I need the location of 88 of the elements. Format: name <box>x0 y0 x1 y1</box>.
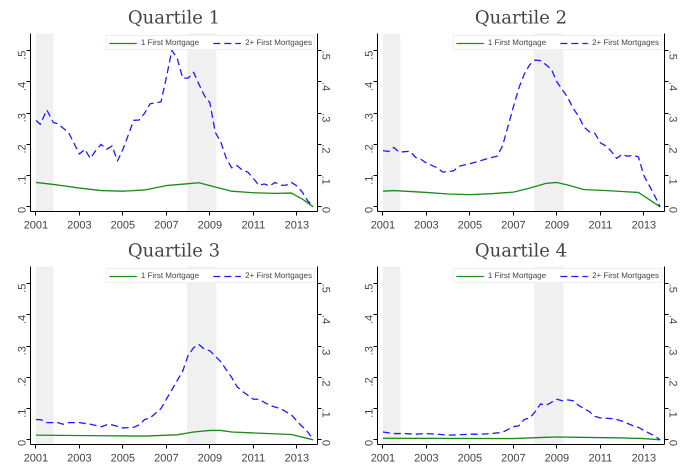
y-tick-label: .3 <box>364 113 376 122</box>
y-tick-label: 0 <box>16 440 28 446</box>
legend-label: 2+ First Mortgages <box>245 271 312 280</box>
y2-tick-label: .4 <box>666 314 678 324</box>
legend-label: 1 First Mortgage <box>140 38 200 47</box>
chart-title: Quartile 2 <box>474 8 568 28</box>
x-tick-label: 2007 <box>154 220 179 232</box>
x-tick-label: 2005 <box>110 220 136 232</box>
y-tick-label: .3 <box>364 346 376 356</box>
y2-tick-label: .3 <box>666 113 678 122</box>
y2-tick-label: .2 <box>320 377 332 387</box>
y2-tick-label: .1 <box>320 408 332 418</box>
x-tick-label: 2013 <box>284 452 310 464</box>
y2-tick-label: .5 <box>666 284 678 293</box>
legend-label: 2+ First Mortgages <box>592 38 659 47</box>
x-tick-label: 2013 <box>632 452 656 464</box>
x-tick-label: 2001 <box>24 452 48 464</box>
y-tick-label: .2 <box>364 144 376 154</box>
y-tick-label: 0 <box>364 206 376 213</box>
x-tick-label: 2013 <box>632 220 656 232</box>
y-tick-label: .1 <box>364 176 376 185</box>
x-tick-label: 2009 <box>544 220 570 232</box>
chart-title: Quartile 1 <box>128 8 220 28</box>
x-tick-label: 2011 <box>242 220 266 232</box>
x-tick-label: 2011 <box>588 452 612 464</box>
y2-tick-label: .4 <box>320 314 332 324</box>
legend-label: 2+ First Mortgages <box>245 38 312 47</box>
y-tick-label: 0 <box>16 206 28 213</box>
y-tick-label: .4 <box>16 314 28 324</box>
x-tick-label: 2005 <box>458 452 482 464</box>
x-tick-label: 2013 <box>284 220 310 232</box>
y2-tick-label: .3 <box>320 113 332 122</box>
x-tick-label: 2011 <box>588 220 612 232</box>
x-tick-label: 2009 <box>544 452 570 464</box>
y-tick-label: .1 <box>16 176 28 185</box>
y-tick-label: 0 <box>364 440 376 446</box>
y-tick-label: .2 <box>364 377 376 387</box>
y-tick-label: .5 <box>364 284 376 293</box>
y2-tick-label: 0 <box>666 206 678 213</box>
y2-tick-label: .4 <box>320 82 332 92</box>
y-tick-label: .2 <box>16 377 28 387</box>
y2-tick-label: .1 <box>666 176 678 185</box>
y2-tick-label: .3 <box>320 346 332 356</box>
x-tick-label: 2003 <box>67 220 92 232</box>
x-tick-label: 2005 <box>458 220 482 232</box>
y2-tick-label: .4 <box>666 82 678 92</box>
y2-tick-label: .2 <box>320 144 332 154</box>
y2-tick-label: .1 <box>666 408 678 418</box>
y-tick-label: .3 <box>16 346 28 356</box>
x-tick-label: 2009 <box>198 452 222 464</box>
x-tick-label: 2003 <box>414 220 439 232</box>
y-tick-label: .1 <box>16 408 28 418</box>
y2-tick-label: .5 <box>666 50 678 60</box>
x-tick-label: 2003 <box>414 452 439 464</box>
y2-tick-label: .5 <box>320 284 332 293</box>
y2-tick-label: .3 <box>666 346 678 356</box>
y2-tick-label: 0 <box>320 206 332 213</box>
x-tick-label: 2005 <box>110 452 136 464</box>
y2-tick-label: 0 <box>320 440 332 446</box>
y2-tick-label: .1 <box>320 176 332 185</box>
chart-title: Quartile 3 <box>128 240 220 262</box>
x-tick-label: 2007 <box>501 220 526 232</box>
x-tick-label: 2011 <box>242 452 266 464</box>
y-tick-label: .4 <box>16 82 28 92</box>
legend-label: 1 First Mortgage <box>488 271 546 280</box>
y-tick-label: .4 <box>364 314 376 324</box>
y-tick-label: .1 <box>364 408 376 418</box>
x-tick-label: 2001 <box>370 452 396 464</box>
legend-label: 1 First Mortgage <box>488 38 546 47</box>
legend-label: 1 First Mortgage <box>140 271 200 280</box>
y-tick-label: .2 <box>16 144 28 154</box>
x-tick-label: 2007 <box>154 452 179 464</box>
x-tick-label: 2001 <box>24 220 48 232</box>
x-tick-label: 2003 <box>67 452 92 464</box>
y-tick-label: .5 <box>16 284 28 293</box>
chart-title: Quartile 4 <box>474 240 568 262</box>
x-tick-label: 2009 <box>198 220 222 232</box>
y2-tick-label: 0 <box>666 440 678 446</box>
y-tick-label: .4 <box>364 82 376 92</box>
x-tick-label: 2001 <box>370 220 396 232</box>
y-tick-label: .5 <box>16 50 28 60</box>
y2-tick-label: .5 <box>320 50 332 60</box>
legend-label: 2+ First Mortgages <box>592 271 659 280</box>
x-tick-label: 2007 <box>501 452 526 464</box>
y2-tick-label: .2 <box>666 377 678 387</box>
y-tick-label: .3 <box>16 113 28 122</box>
y2-tick-label: .2 <box>666 144 678 154</box>
y-tick-label: .5 <box>364 50 376 60</box>
